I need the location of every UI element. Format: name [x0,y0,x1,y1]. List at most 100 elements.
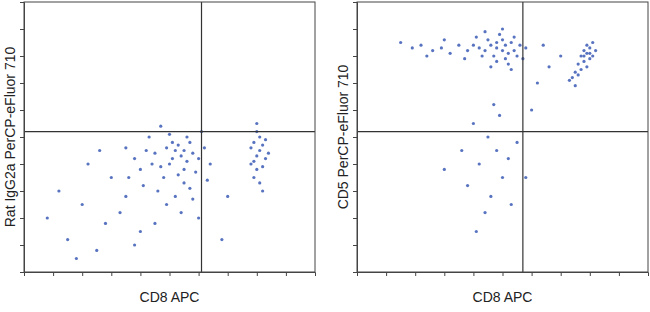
point [139,168,142,171]
gate-line-vertical [522,2,523,272]
point [495,41,498,44]
point [483,49,486,52]
tick [353,218,357,219]
point [86,162,89,165]
point [156,189,159,192]
point [185,160,188,163]
figure: CD8 APCRat IgG2a PerCP-eFluor 710CD8 APC… [0,0,650,312]
point [579,68,582,71]
gate-line-horizontal [357,131,648,132]
point [492,54,495,57]
point [483,30,486,33]
tick [20,110,24,111]
gate-line-vertical [201,2,202,272]
tick-mark [286,272,287,276]
tick [353,164,357,165]
point [191,198,194,201]
point [524,46,527,49]
point [591,54,594,57]
point [588,52,591,55]
point [425,54,428,57]
tick [20,218,24,219]
point [463,57,466,60]
tick-mark [353,245,357,246]
point [206,179,209,182]
tick-mark [20,29,24,30]
point [267,152,270,155]
tick-mark [82,272,83,276]
point [440,46,443,49]
point [495,149,498,152]
tick [140,272,141,276]
point [475,36,478,39]
point [577,73,580,76]
point [264,138,267,141]
tick [353,83,357,84]
tick [353,137,357,138]
point [588,46,591,49]
panel [20,2,316,276]
point [498,114,501,117]
point [507,63,510,66]
point [481,54,484,57]
tick [286,272,287,276]
point [489,44,492,47]
point [188,141,191,144]
tick-mark [20,218,24,219]
point [460,149,463,152]
point [419,44,422,47]
y-axis [353,3,358,273]
point [585,52,588,55]
point [258,149,261,152]
point [507,52,510,55]
point [475,230,478,233]
tick-mark [170,272,171,276]
point [252,176,255,179]
point [513,36,516,39]
point [104,222,107,225]
tick-mark [532,272,533,276]
point [66,238,69,241]
point [574,84,577,87]
point [261,165,264,168]
point [220,238,223,241]
point [443,38,446,41]
tick [473,272,474,276]
point [226,195,229,198]
tick [20,56,24,57]
point [249,162,252,165]
point [530,108,533,111]
x-axis-title: CD8 APC [140,289,200,305]
point [264,157,267,160]
point [46,216,49,219]
tick-mark [561,272,562,276]
point [182,168,185,171]
tick [228,272,229,276]
point [110,176,113,179]
point [185,135,188,138]
tick [353,245,357,246]
point [486,135,489,138]
point [582,60,585,63]
point [180,154,183,157]
point [591,41,594,44]
point [57,189,60,192]
point [515,54,518,57]
point [489,65,492,68]
tick-mark [20,137,24,138]
tick-mark [228,272,229,276]
axis-line [353,3,358,273]
tick [353,110,357,111]
point [483,211,486,214]
point [510,203,513,206]
x-axis-title: CD8 APC [473,289,533,305]
point [139,230,142,233]
point [571,76,574,79]
point [133,157,136,160]
point [165,146,168,149]
point [133,243,136,246]
point [585,44,588,47]
tick-mark [353,164,357,165]
tick [170,272,171,276]
panel [353,2,649,276]
